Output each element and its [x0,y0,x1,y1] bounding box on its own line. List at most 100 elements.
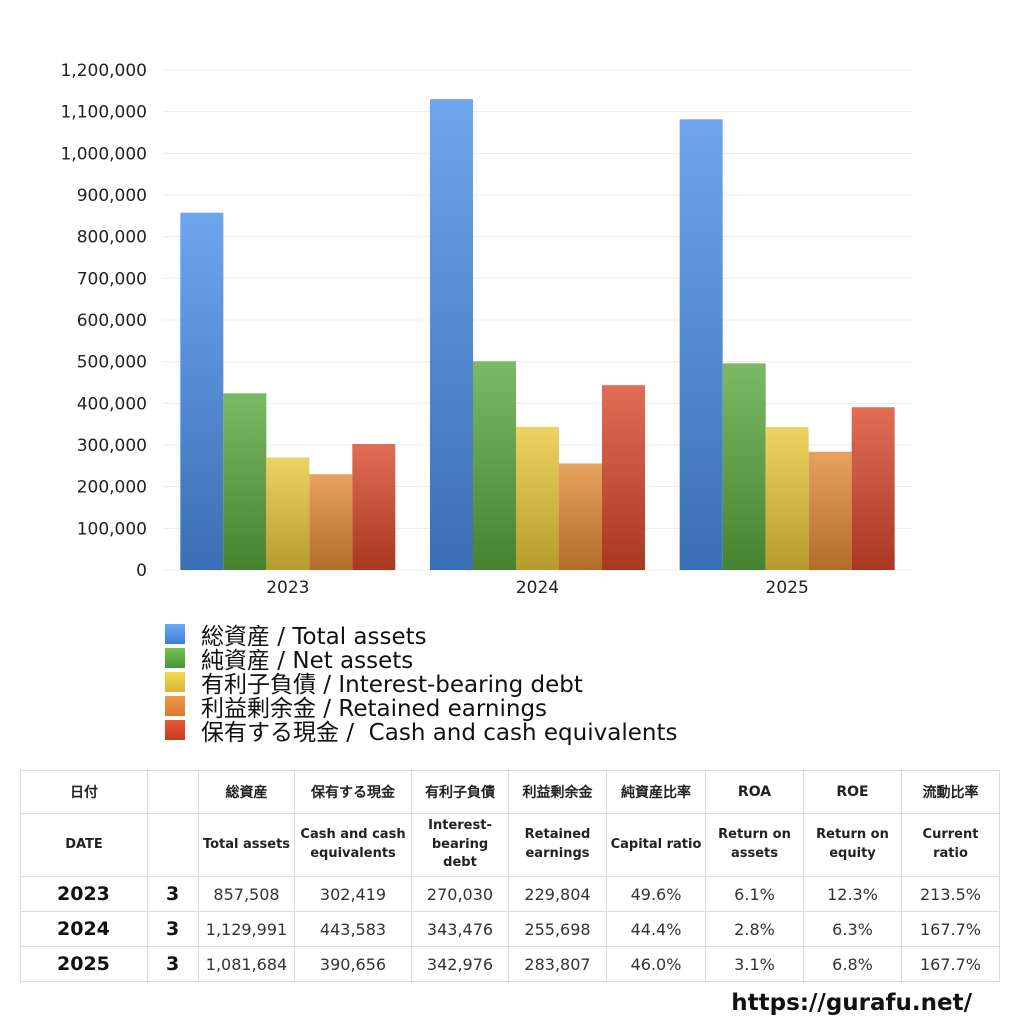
header-cell: Retained earnings [508,813,607,877]
table-cell: 167.7% [901,946,1000,982]
legend-swatch-retained-earnings [165,696,185,716]
header-cell: 利益剰余金 [508,770,607,814]
y-tick-label: 300,000 [77,436,147,456]
table-cell: 255,698 [508,911,607,947]
month-cell: 3 [147,946,199,982]
header-cell [147,770,199,814]
table-cell: 6.8% [803,946,902,982]
table-cell: 390,656 [294,946,412,982]
table-cell: 44.4% [606,911,706,947]
y-tick-label: 100,000 [77,519,147,539]
table-cell: 213.5% [901,876,1000,912]
bar-2024-series-3 [559,463,602,570]
header-cell: ROE [803,770,902,814]
table-cell: 283,807 [508,946,607,982]
table-cell: 1,129,991 [198,911,295,947]
bar-2024-series-1 [473,361,516,570]
y-tick-label: 700,000 [77,269,147,289]
bar-2024-series-0 [430,99,473,571]
bar-2023-series-3 [309,474,353,570]
header-cell [147,813,199,877]
legend-label: 総資産 / Total assets [201,624,427,650]
legend: 総資産 / Total assets 純資産 / Net assets 有利子負… [165,622,677,746]
y-tick-label: 900,000 [77,186,147,206]
y-tick-label: 1,200,000 [60,61,147,81]
year-cell: 2025 [20,946,148,982]
table-cell: 857,508 [198,876,295,912]
legend-swatch-interest-bearing-debt [165,672,185,692]
y-tick-label: 1,100,000 [60,103,147,123]
table-cell: 6.3% [803,911,902,947]
x-category-label: 2024 [516,578,559,598]
header-cell: 有利子負債 [411,770,509,814]
header-cell: Interest-bearing debt [411,813,509,877]
y-tick-label: 400,000 [77,394,147,414]
y-tick-label: 0 [136,561,147,581]
bar-2025-series-1 [722,363,766,570]
bar-2025-series-0 [679,119,723,570]
table-row: 2024 3 1,129,991 443,583 343,476 255,698… [20,911,1000,947]
bar-2025-series-3 [808,451,852,570]
table-cell: 6.1% [705,876,804,912]
month-cell: 3 [147,911,199,947]
table-header-en: DATE Total assets Cash and cash equivale… [20,813,1000,877]
y-tick-label: 200,000 [77,478,147,498]
table-cell: 343,476 [411,911,509,947]
bar-2025-series-2 [765,427,809,570]
header-cell: DATE [20,813,148,877]
table-cell: 443,583 [294,911,412,947]
header-cell: 保有する現金 [294,770,412,814]
legend-item: 利益剰余金 / Retained earnings [165,694,677,722]
table-header-jp: 日付 総資産 保有する現金 有利子負債 利益剰余金 純資産比率 ROA ROE … [20,770,1000,814]
year-cell: 2024 [20,911,148,947]
table-cell: 46.0% [606,946,706,982]
bar-2023-series-4 [352,443,396,570]
header-cell: 総資産 [198,770,295,814]
header-cell: Total assets [198,813,295,877]
month-cell: 3 [147,876,199,912]
x-axis-categories: 2023 2024 2025 [266,578,809,598]
table-cell: 302,419 [294,876,412,912]
bar-2023-series-1 [223,393,267,570]
table-cell: 12.3% [803,876,902,912]
y-tick-label: 600,000 [77,311,147,331]
legend-item: 総資産 / Total assets [165,622,677,650]
legend-label: 利益剰余金 / Retained earnings [201,696,548,722]
header-cell: 純資産比率 [606,770,706,814]
legend-label: 純資産 / Net assets [201,648,414,674]
bar-2024-series-2 [516,426,559,570]
table-cell: 167.7% [901,911,1000,947]
legend-swatch-cash [165,720,185,740]
table-cell: 270,030 [411,876,509,912]
table-cell: 229,804 [508,876,607,912]
table-cell: 3.1% [705,946,804,982]
bars [180,99,895,571]
legend-label: 保有する現金 / Cash and cash equivalents [201,720,678,746]
table-cell: 2.8% [705,911,804,947]
financial-metrics-table: 日付 総資産 保有する現金 有利子負債 利益剰余金 純資産比率 ROA ROE … [20,770,1000,982]
header-cell: 日付 [20,770,148,814]
legend-label: 有利子負債 / Interest-bearing debt [201,672,583,698]
bar-2023-series-2 [266,457,310,570]
legend-item: 有利子負債 / Interest-bearing debt [165,670,677,698]
y-tick-label: 1,000,000 [60,144,147,164]
bar-chart: 0 100,000 200,000 300,000 400,000 500,000 600,… [60,61,912,598]
legend-swatch-net-assets [165,648,185,668]
bar-2024-series-4 [602,385,645,570]
legend-item: 保有する現金 / Cash and cash equivalents [165,718,677,746]
y-tick-label: 500,000 [77,353,147,373]
table-cell: 342,976 [411,946,509,982]
header-cell: Current ratio [901,813,1000,877]
site-watermark: https://gurafu.net/ [731,990,972,1016]
y-tick-label: 800,000 [77,228,147,248]
header-cell: Return on equity [803,813,902,877]
table-row: 2025 3 1,081,684 390,656 342,976 283,807… [20,946,1000,982]
x-category-label: 2023 [266,578,309,598]
header-cell: Cash and cash equivalents [294,813,412,877]
table-cell: 1,081,684 [198,946,295,982]
header-cell: Capital ratio [606,813,706,877]
legend-swatch-total-assets [165,624,185,644]
legend-item: 純資産 / Net assets [165,646,677,674]
bar-2025-series-4 [851,407,895,570]
x-category-label: 2025 [766,578,809,598]
